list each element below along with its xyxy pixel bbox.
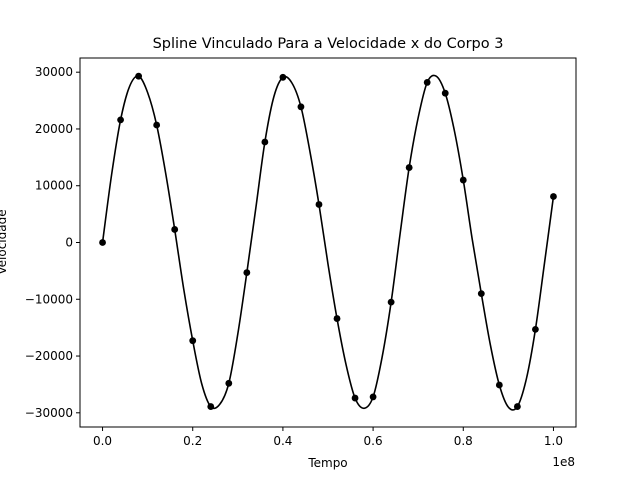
- data-points: [99, 72, 557, 410]
- data-point: [441, 89, 449, 97]
- x-tick-label: 0.2: [183, 434, 202, 448]
- x-axis-label: Tempo: [307, 456, 347, 470]
- data-point: [243, 269, 251, 276]
- data-point: [459, 176, 467, 184]
- spline-series-line: [101, 74, 555, 411]
- data-point: [225, 379, 233, 387]
- y-axis-label: Velocidade: [0, 209, 9, 274]
- x-tick-label: 0.0: [93, 434, 112, 448]
- data-point: [532, 325, 539, 333]
- y-tick-label: 20000: [35, 122, 73, 136]
- y-tick-label: 0: [65, 236, 73, 250]
- data-point: [550, 193, 557, 200]
- data-point: [279, 73, 287, 81]
- x-tick-label: 1.0: [544, 434, 563, 448]
- x-tick-label: 0.4: [273, 434, 292, 448]
- x-axis-ticks: 0.0 0.2 0.4 0.6 0.8 1.0: [93, 427, 563, 448]
- data-point: [135, 72, 143, 80]
- data-point: [387, 298, 395, 306]
- data-point: [189, 337, 197, 345]
- data-point: [207, 403, 215, 410]
- data-point: [513, 403, 521, 410]
- data-point: [297, 103, 305, 111]
- data-point: [477, 290, 485, 297]
- data-point: [315, 201, 323, 208]
- data-point: [495, 381, 503, 389]
- data-point: [369, 393, 377, 401]
- x-tick-label: 0.8: [454, 434, 473, 448]
- y-axis-ticks: −30000 −20000 −10000 0 10000 20000 30000: [25, 65, 80, 420]
- data-point: [261, 138, 269, 146]
- data-point: [117, 116, 124, 124]
- y-tick-label: 30000: [35, 65, 73, 79]
- y-tick-label: −20000: [25, 349, 73, 363]
- data-point: [351, 394, 359, 402]
- x-axis-offset-label: 1e8: [552, 455, 575, 469]
- chart-title: Spline Vinculado Para a Velocidade x do …: [153, 36, 504, 52]
- x-tick-label: 0.6: [364, 434, 383, 448]
- data-point: [423, 79, 431, 86]
- data-point: [333, 315, 341, 322]
- y-tick-label: −30000: [25, 406, 73, 420]
- data-point: [405, 164, 413, 171]
- y-tick-label: 10000: [35, 179, 73, 193]
- data-point: [171, 226, 179, 233]
- data-point: [99, 239, 106, 246]
- data-point: [153, 121, 161, 129]
- y-tick-label: −10000: [25, 292, 73, 306]
